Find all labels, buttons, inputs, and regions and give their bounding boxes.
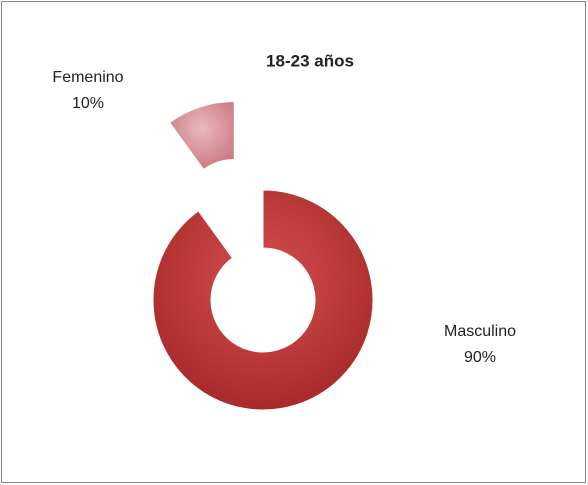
slice-label: Femenino [52,69,123,86]
slice-label: Masculino [444,323,516,340]
slice-value-label: 90% [464,349,496,366]
donut-slice [152,189,374,411]
donut-slice [168,101,235,171]
chart-title: 18-23 años [266,51,354,70]
slice-value-label: 10% [72,95,104,112]
